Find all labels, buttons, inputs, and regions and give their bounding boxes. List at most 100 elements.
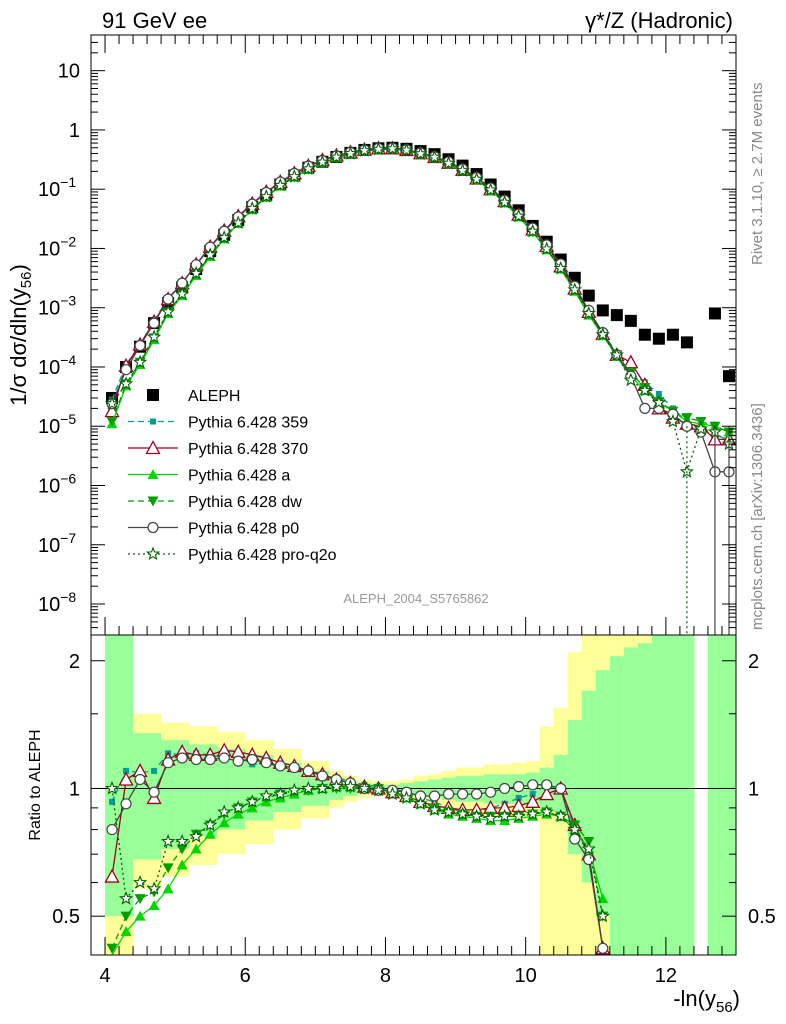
band-outer — [539, 726, 555, 955]
ratio-point — [232, 808, 244, 819]
ratio-point — [456, 788, 469, 800]
y-tick-label: 10 — [58, 61, 80, 83]
legend-label: Pythia 6.428 370 — [188, 441, 308, 458]
data-point — [655, 390, 662, 397]
series-pythia-6-428-pro-q2o — [104, 141, 737, 478]
legend-marker — [147, 521, 159, 534]
data-point — [483, 182, 498, 196]
data-point — [567, 282, 582, 296]
ratio-point — [274, 760, 286, 772]
data-point — [343, 145, 358, 160]
ratio-point — [541, 779, 553, 791]
band-outer — [553, 707, 569, 955]
data-point — [708, 307, 721, 320]
data-point — [455, 163, 470, 177]
data-point — [120, 364, 132, 376]
ratio-point — [176, 752, 188, 764]
ratio-point — [316, 770, 328, 782]
data-point — [132, 354, 148, 369]
legend-item: Pythia 6.428 pro-q2o — [128, 546, 337, 564]
ratio-point — [151, 767, 158, 774]
ratio-point — [245, 794, 260, 808]
y-tick-label: 10−2 — [38, 233, 76, 260]
legend-item: ALEPH — [147, 388, 240, 405]
ratio-point — [329, 779, 344, 793]
ratio-point — [343, 779, 358, 793]
ratio-point — [104, 781, 120, 795]
data-point — [118, 376, 134, 390]
ratio-uncertainty-bands — [91, 635, 737, 955]
x-axis-label-sub: 56 — [716, 999, 733, 1016]
y-tick-exp: −3 — [60, 293, 76, 309]
ratio-point — [385, 786, 400, 801]
ratio-point — [455, 806, 470, 821]
legend-label: Pythia 6.428 pro-q2o — [188, 547, 337, 564]
data-point — [217, 230, 232, 244]
ratio-point — [190, 753, 202, 766]
data-point — [441, 155, 456, 170]
x-tick-label: 8 — [380, 965, 391, 987]
x-axis-label: -ln(y56) — [673, 986, 740, 1016]
band-inner — [679, 635, 695, 955]
band-inner — [595, 670, 611, 917]
ratio-point — [176, 859, 188, 870]
ratio-point — [120, 926, 132, 937]
data-point — [399, 142, 414, 157]
ratio-point — [259, 788, 274, 803]
y-tick-label: 10−7 — [38, 530, 76, 557]
data-point — [315, 154, 330, 169]
band-inner — [609, 656, 625, 955]
data-point — [146, 329, 162, 344]
ratio-point — [357, 781, 372, 795]
ratio-point — [555, 782, 567, 795]
ratio-point — [515, 794, 522, 801]
ratio-point — [527, 779, 539, 791]
band-inner — [623, 647, 639, 955]
ratio-point — [134, 773, 146, 786]
y-tick-exp: −4 — [60, 352, 76, 368]
ratio-point — [120, 911, 132, 922]
data-point — [174, 286, 190, 301]
header-right: γ*/Z (Hadronic) — [585, 8, 733, 33]
ratio-point — [134, 894, 146, 905]
legend: ALEPH Pythia 6.428 359 Pythia 6.428 370 Pyt… — [128, 388, 337, 564]
data-point — [623, 372, 638, 387]
ratio-series-pythia-6-428-pro-q2o — [104, 779, 610, 923]
legend-marker — [147, 389, 159, 401]
x-tick-label: 12 — [655, 965, 677, 987]
y-tick-exp: −2 — [60, 233, 76, 249]
y-tick-label: 10−3 — [38, 293, 76, 320]
data-point — [134, 339, 146, 352]
legend-marker — [150, 418, 156, 425]
data-point — [427, 149, 442, 164]
data-point — [693, 421, 709, 436]
ratio-point — [204, 753, 216, 766]
legend-item: Pythia 6.428 dw — [128, 494, 302, 511]
band-inner — [175, 740, 190, 849]
y-axis-label-sub: 56 — [18, 271, 35, 288]
data-point — [162, 293, 174, 305]
band-inner — [203, 744, 218, 837]
band-inner — [581, 690, 597, 883]
ratio-point — [118, 771, 134, 786]
ratio-point — [162, 757, 174, 769]
ratio-point — [428, 790, 441, 802]
ratio-point — [273, 786, 288, 801]
data-point — [582, 289, 595, 302]
ratio-y-tick-label-right: 2 — [748, 651, 759, 673]
ratio-point — [413, 796, 428, 810]
data-point — [652, 332, 665, 345]
legend-label: Pythia 6.428 a — [188, 468, 290, 485]
ratio-plot-marks — [104, 742, 611, 956]
data-point — [666, 328, 679, 341]
data-point — [639, 402, 651, 414]
analysis-label: ALEPH_2004_S5765862 — [343, 591, 488, 606]
data-point — [511, 208, 526, 223]
data-point — [385, 141, 400, 155]
x-tick-label: 10 — [515, 965, 537, 987]
data-point — [106, 417, 118, 428]
legend-label: Pythia 6.428 p0 — [188, 521, 299, 538]
y-tick-exp: −5 — [60, 411, 76, 427]
ratio-point — [483, 810, 498, 825]
data-point — [595, 327, 610, 341]
